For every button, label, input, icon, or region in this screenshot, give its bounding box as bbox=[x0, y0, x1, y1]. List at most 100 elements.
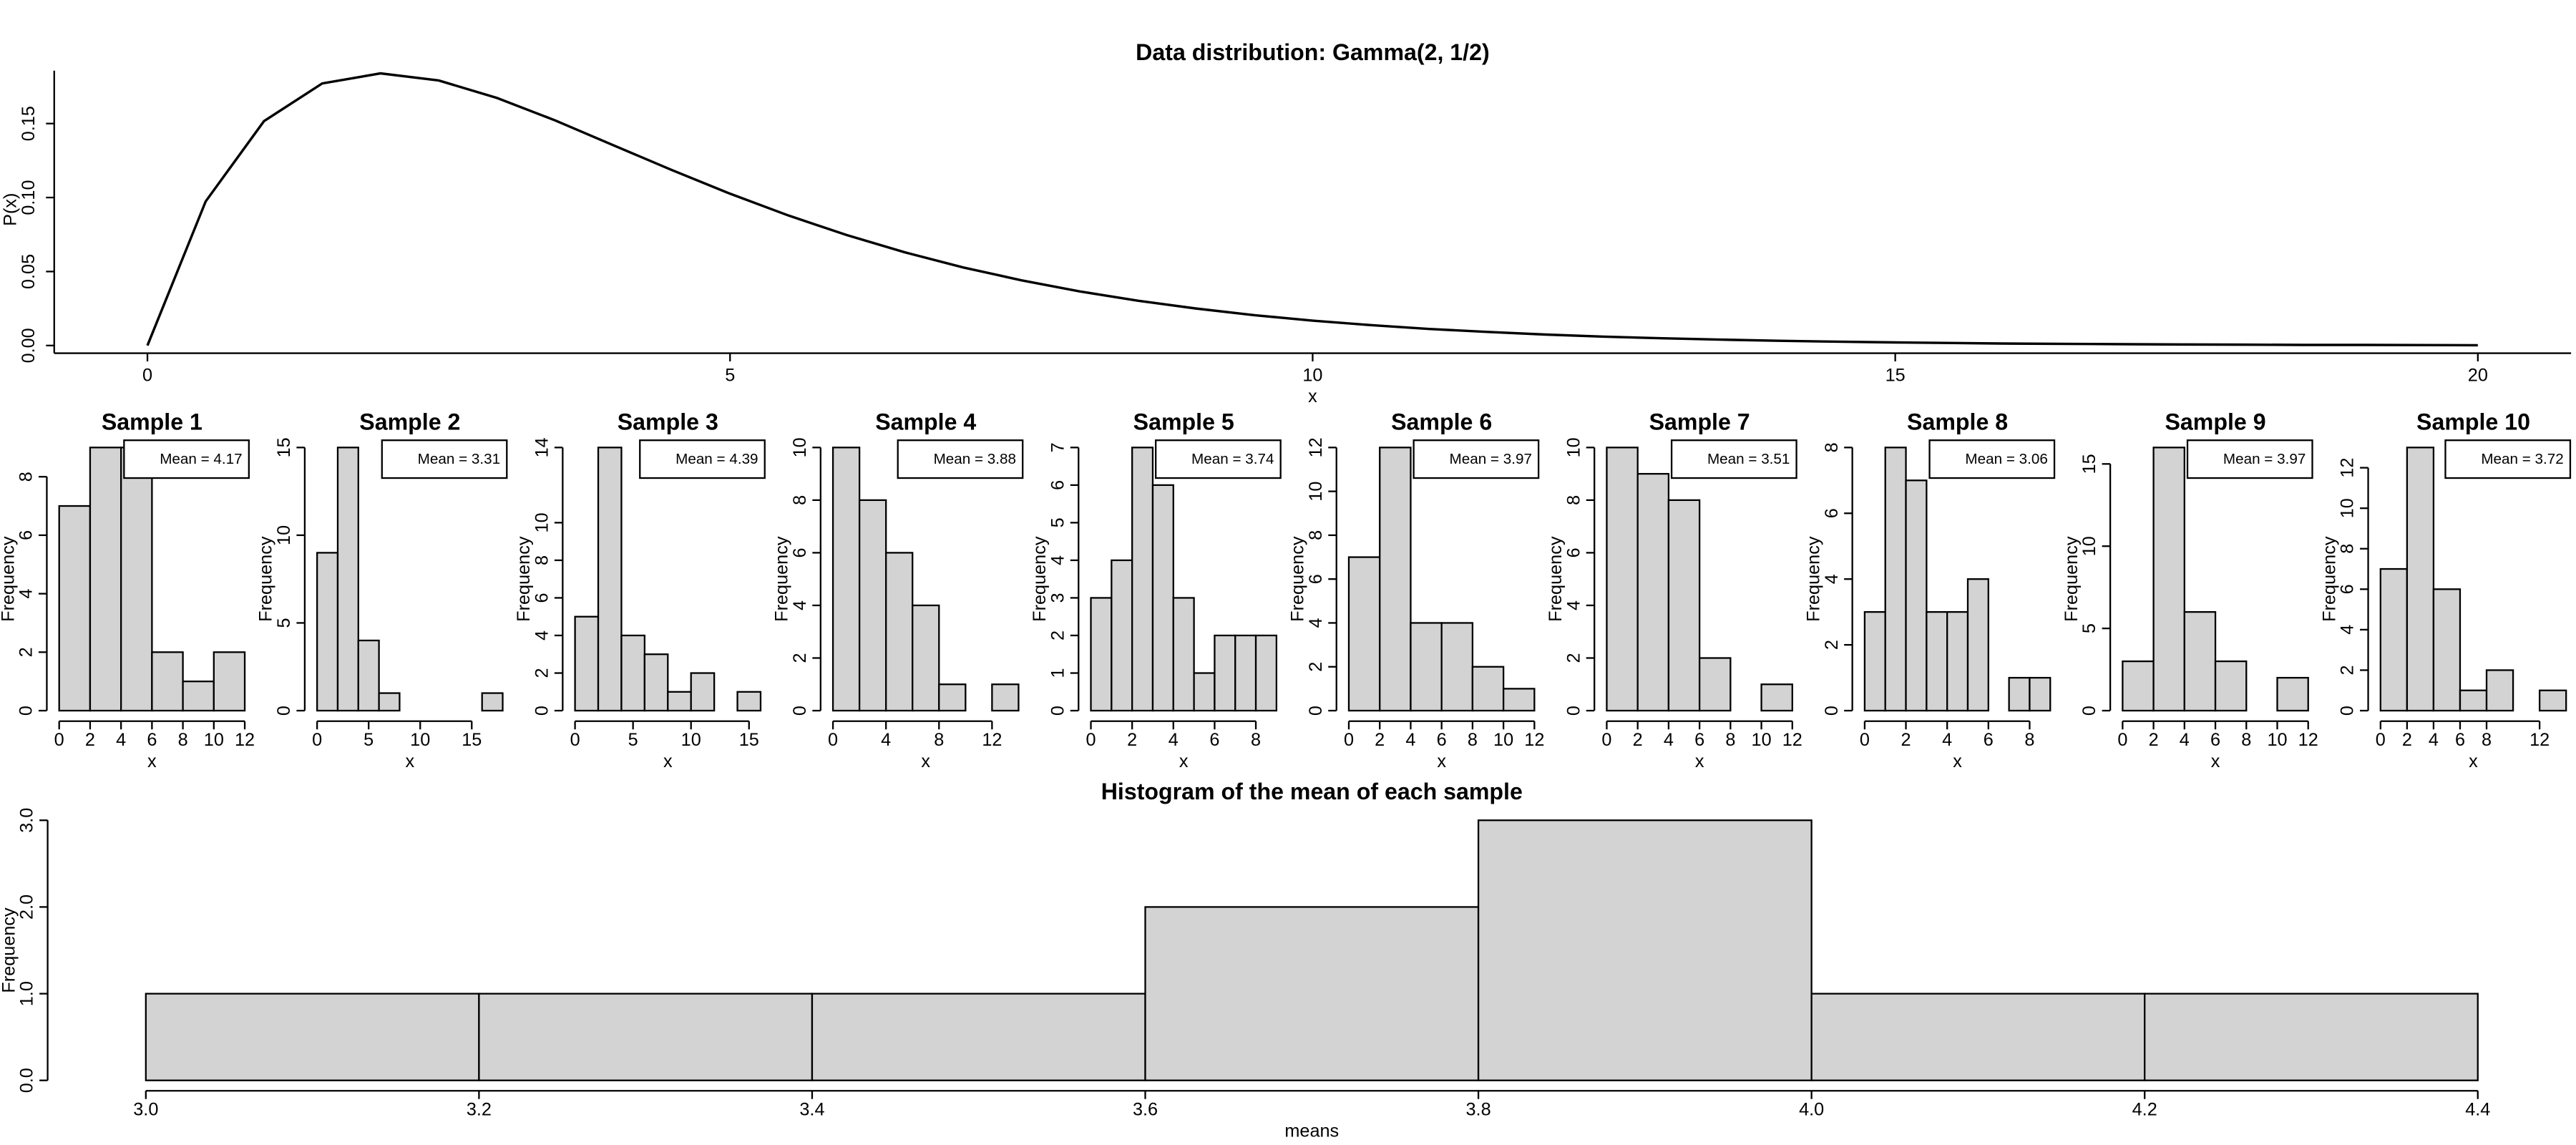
histogram-bar bbox=[1234, 634, 1257, 712]
histogram-bar bbox=[182, 681, 215, 712]
x-tick-label: 6 bbox=[2455, 730, 2465, 750]
x-tick-label: 10 bbox=[2267, 730, 2287, 750]
legend-text: Mean = 4.17 bbox=[160, 451, 242, 467]
histogram-bar bbox=[1254, 634, 1278, 712]
histogram-bar bbox=[1863, 610, 1886, 712]
histogram-bar bbox=[1151, 484, 1174, 712]
y-tick-label: 4 bbox=[16, 589, 36, 599]
histogram-bar bbox=[1905, 479, 1928, 712]
histogram-bar bbox=[991, 683, 1020, 712]
chart-title: Sample 8 bbox=[1907, 409, 2008, 435]
histogram-bar bbox=[885, 552, 914, 712]
y-tick-label: 6 bbox=[1563, 547, 1584, 557]
histogram-bar bbox=[2214, 660, 2248, 712]
x-tick-label: 4 bbox=[116, 730, 126, 750]
legend-text: Mean = 3.06 bbox=[1965, 451, 2047, 467]
histogram-bar bbox=[2008, 676, 2031, 712]
histogram-bar bbox=[1440, 622, 1474, 712]
y-tick-label: 2 bbox=[2338, 665, 2358, 675]
y-tick-label: 12 bbox=[1306, 437, 1326, 457]
histogram-bar bbox=[1810, 993, 2146, 1081]
y-tick-label: 12 bbox=[2338, 458, 2358, 478]
y-tick-label: 0.0 bbox=[17, 1068, 37, 1093]
y-tick-label: 0 bbox=[1306, 706, 1326, 716]
x-tick-label: 3.2 bbox=[467, 1099, 492, 1119]
histogram-bar bbox=[119, 447, 153, 712]
histogram-bar bbox=[667, 691, 692, 712]
histogram-bar bbox=[912, 604, 940, 712]
x-tick-label: 8 bbox=[2482, 730, 2492, 750]
x-axis-label: x bbox=[2469, 751, 2478, 771]
histogram-bar bbox=[938, 683, 967, 712]
histogram-bar bbox=[2183, 610, 2217, 712]
y-tick-label: 6 bbox=[532, 593, 552, 603]
chart-title: Sample 1 bbox=[102, 409, 203, 435]
histogram-bar bbox=[1502, 688, 1536, 712]
x-tick-label: 4.2 bbox=[2132, 1099, 2157, 1119]
x-tick-label: 3.4 bbox=[799, 1099, 824, 1119]
chart-title: Histogram of the mean of each sample bbox=[1101, 779, 1523, 804]
x-tick-label: 3.0 bbox=[133, 1099, 158, 1119]
histogram-bar bbox=[1926, 610, 1948, 712]
y-tick-label: 3.0 bbox=[17, 808, 37, 833]
histogram-bar bbox=[336, 447, 359, 712]
y-tick-label: 14 bbox=[532, 437, 552, 457]
x-tick-label: 0 bbox=[2117, 730, 2127, 750]
chart-title: Sample 5 bbox=[1133, 409, 1234, 435]
x-axis-label: x bbox=[1695, 751, 1704, 771]
legend-box bbox=[639, 439, 766, 479]
x-tick-label: 4.0 bbox=[1799, 1099, 1824, 1119]
y-tick-label: 0 bbox=[532, 706, 552, 716]
y-axis-label: Frequency bbox=[514, 536, 534, 622]
legend-text: Mean = 3.74 bbox=[1191, 451, 1274, 467]
x-tick-label: 6 bbox=[1437, 730, 1447, 750]
x-tick-label: 2 bbox=[1375, 730, 1385, 750]
legend-text: Mean = 3.97 bbox=[1450, 451, 1532, 467]
y-tick-label: 8 bbox=[790, 495, 810, 505]
x-tick-label: 2 bbox=[2402, 730, 2412, 750]
x-tick-label: 8 bbox=[178, 730, 188, 750]
x-tick-label: 4 bbox=[881, 730, 891, 750]
x-tick-label: 3.6 bbox=[1133, 1099, 1158, 1119]
y-tick-label: 2 bbox=[790, 653, 810, 663]
legend-box bbox=[381, 439, 508, 479]
x-tick-label: 3.8 bbox=[1466, 1099, 1491, 1119]
x-tick-label: 15 bbox=[1885, 365, 1906, 385]
y-tick-label: 6 bbox=[1306, 574, 1326, 584]
chart-title: Sample 9 bbox=[2165, 409, 2266, 435]
x-axis-label: x bbox=[147, 751, 157, 771]
y-tick-label: 10 bbox=[1563, 437, 1584, 457]
y-tick-label: 4 bbox=[790, 600, 810, 610]
legend-text: Mean = 3.51 bbox=[1707, 451, 1790, 467]
y-tick-label: 0 bbox=[2338, 706, 2358, 716]
legend-box bbox=[897, 439, 1024, 479]
histogram-bar bbox=[1144, 906, 1480, 1081]
y-tick-label: 15 bbox=[2079, 454, 2099, 474]
y-tick-label: 8 bbox=[1822, 442, 1842, 452]
x-tick-label: 12 bbox=[1782, 730, 1802, 750]
y-axis-label: Frequency bbox=[772, 536, 792, 622]
histogram-bar bbox=[478, 993, 814, 1081]
x-tick-label: 2 bbox=[1633, 730, 1643, 750]
x-tick-label: 12 bbox=[2298, 730, 2318, 750]
histogram-bar bbox=[378, 692, 401, 712]
x-tick-label: 4 bbox=[1942, 730, 1952, 750]
density-curve bbox=[146, 72, 2478, 347]
x-tick-label: 10 bbox=[1302, 365, 1322, 385]
x-tick-label: 12 bbox=[2529, 730, 2550, 750]
legend-text: Mean = 3.88 bbox=[934, 451, 1016, 467]
histogram-bar bbox=[1379, 447, 1412, 712]
x-tick-label: 6 bbox=[1209, 730, 1219, 750]
legend-box bbox=[123, 439, 250, 479]
x-tick-label: 0 bbox=[2376, 730, 2386, 750]
histogram-bar bbox=[2406, 447, 2435, 712]
histogram-bar bbox=[1760, 683, 1793, 712]
y-axis-label: Frequency bbox=[0, 536, 18, 622]
x-tick-label: 15 bbox=[739, 730, 759, 750]
legend-box bbox=[1928, 439, 2056, 479]
x-tick-label: 6 bbox=[1694, 730, 1704, 750]
x-tick-label: 8 bbox=[934, 730, 944, 750]
y-tick-label: 3 bbox=[1048, 593, 1068, 603]
x-tick-label: 10 bbox=[410, 730, 430, 750]
